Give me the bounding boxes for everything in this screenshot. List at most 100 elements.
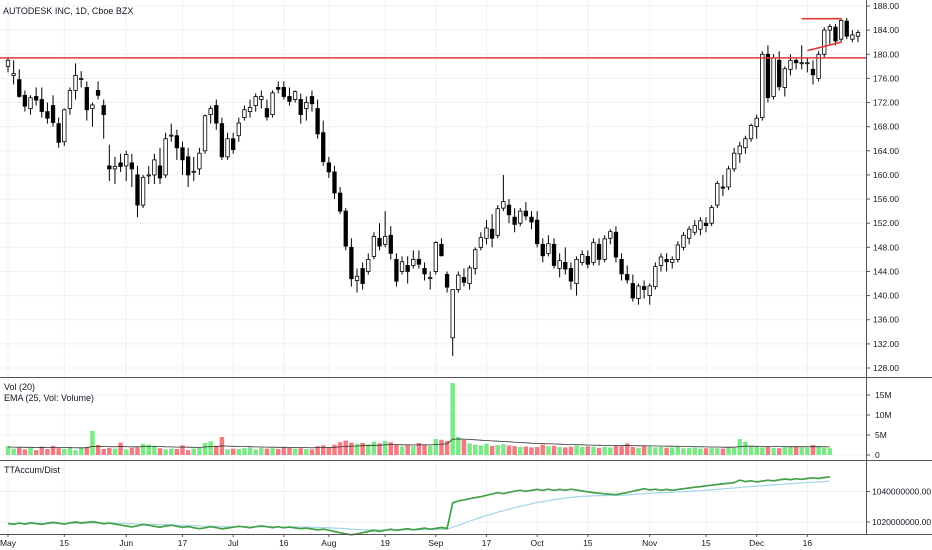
candle-body	[292, 91, 298, 100]
volume-bar	[472, 444, 478, 455]
time-tick-label: Sep	[428, 538, 443, 548]
volume-bar	[664, 447, 669, 455]
candle-body	[670, 258, 675, 263]
candle-body	[399, 261, 405, 272]
volume-bar	[129, 447, 135, 455]
volume-bar	[591, 446, 596, 455]
volume-bar	[613, 445, 619, 455]
volume-bar	[411, 446, 416, 455]
candle-body	[664, 258, 669, 263]
volume-bar	[563, 447, 568, 455]
volume-bar	[405, 445, 410, 455]
price-tick-label: 140.00	[873, 291, 899, 301]
volume-bar	[624, 443, 630, 455]
volume-bar	[112, 448, 118, 455]
candle-body	[478, 237, 483, 248]
volume-bar	[715, 448, 720, 455]
candle-body	[709, 207, 714, 224]
candle-body	[152, 159, 157, 176]
candle-body	[394, 258, 399, 282]
candle-body	[844, 20, 849, 37]
candle-body	[686, 228, 692, 239]
candle-body	[658, 256, 664, 266]
volume-bar	[467, 443, 472, 455]
candle-body	[304, 102, 309, 109]
volume-tick-label: 0	[875, 450, 880, 460]
time-tick-label: 15	[701, 538, 711, 548]
time-tick-label: 17	[482, 538, 492, 548]
volume-bar	[416, 443, 422, 455]
volume-bar	[478, 445, 484, 455]
candle-body	[73, 74, 78, 91]
candle-body	[169, 134, 174, 137]
volume-tick-label: 15M	[875, 390, 892, 400]
volume-bar	[765, 447, 771, 455]
volume-bar	[95, 445, 101, 455]
volume-bar	[681, 448, 686, 455]
volume-bar	[264, 448, 270, 455]
time-tick-label: Oct	[531, 538, 545, 548]
volume-bar	[118, 442, 123, 455]
candle-body	[613, 231, 619, 258]
volume-pane[interactable]	[5, 383, 833, 455]
volume-bar	[281, 447, 287, 455]
volume-bar	[50, 445, 56, 455]
accum-signal-line	[8, 480, 830, 531]
volume-bar	[73, 450, 78, 455]
volume-bar	[62, 449, 67, 455]
candle-body	[715, 182, 720, 206]
volume-bar	[259, 447, 264, 455]
candle-body	[585, 255, 590, 265]
candle-body	[422, 268, 427, 275]
volume-bar	[760, 447, 765, 455]
candle-body	[191, 170, 196, 173]
price-tick-label: 164.00	[873, 146, 899, 156]
candle-body	[737, 145, 742, 155]
volume-bar	[816, 447, 821, 455]
candle-body	[518, 210, 523, 224]
time-tick-label: 16	[279, 538, 289, 548]
volume-bar	[78, 447, 84, 455]
volume-tick-label: 5M	[875, 430, 887, 440]
volume-bar	[135, 447, 140, 455]
volume-bar	[326, 447, 332, 455]
candle-body	[675, 244, 681, 260]
volume-bar	[529, 447, 534, 455]
candle-body	[371, 236, 377, 257]
candle-body	[574, 258, 579, 284]
candle-body	[219, 123, 225, 158]
volume-bar	[551, 445, 557, 455]
candle-body	[805, 62, 810, 65]
candle-body	[501, 201, 506, 209]
candle-body	[692, 225, 697, 233]
candle-body	[197, 152, 202, 170]
time-tick-label: Jul	[228, 538, 239, 548]
candle-body	[681, 234, 686, 248]
volume-bar	[433, 439, 439, 455]
candle-body	[112, 166, 118, 170]
candle-body	[771, 57, 776, 97]
candle-body	[512, 216, 517, 225]
volume-bar	[152, 445, 157, 455]
candle-body	[101, 105, 106, 116]
volume-bar	[382, 441, 388, 455]
volume-bar	[748, 446, 754, 455]
candle-body	[62, 109, 67, 143]
volume-bar	[287, 447, 292, 455]
volume-bar	[225, 449, 230, 455]
volume-bar	[399, 446, 405, 455]
candle-body	[461, 277, 467, 283]
volume-bar	[236, 449, 242, 455]
volume-bar	[619, 446, 624, 455]
candle-body	[157, 165, 163, 179]
candle-body	[760, 53, 765, 119]
candle-body	[124, 154, 129, 167]
accum-pane-title: TTAccum/Dist	[4, 465, 60, 475]
candle-body	[45, 111, 50, 119]
accum-dist-pane[interactable]	[7, 476, 830, 536]
price-pane[interactable]	[0, 17, 866, 356]
candle-body	[28, 97, 33, 109]
candle-body	[810, 68, 816, 76]
candle-body	[580, 254, 585, 263]
